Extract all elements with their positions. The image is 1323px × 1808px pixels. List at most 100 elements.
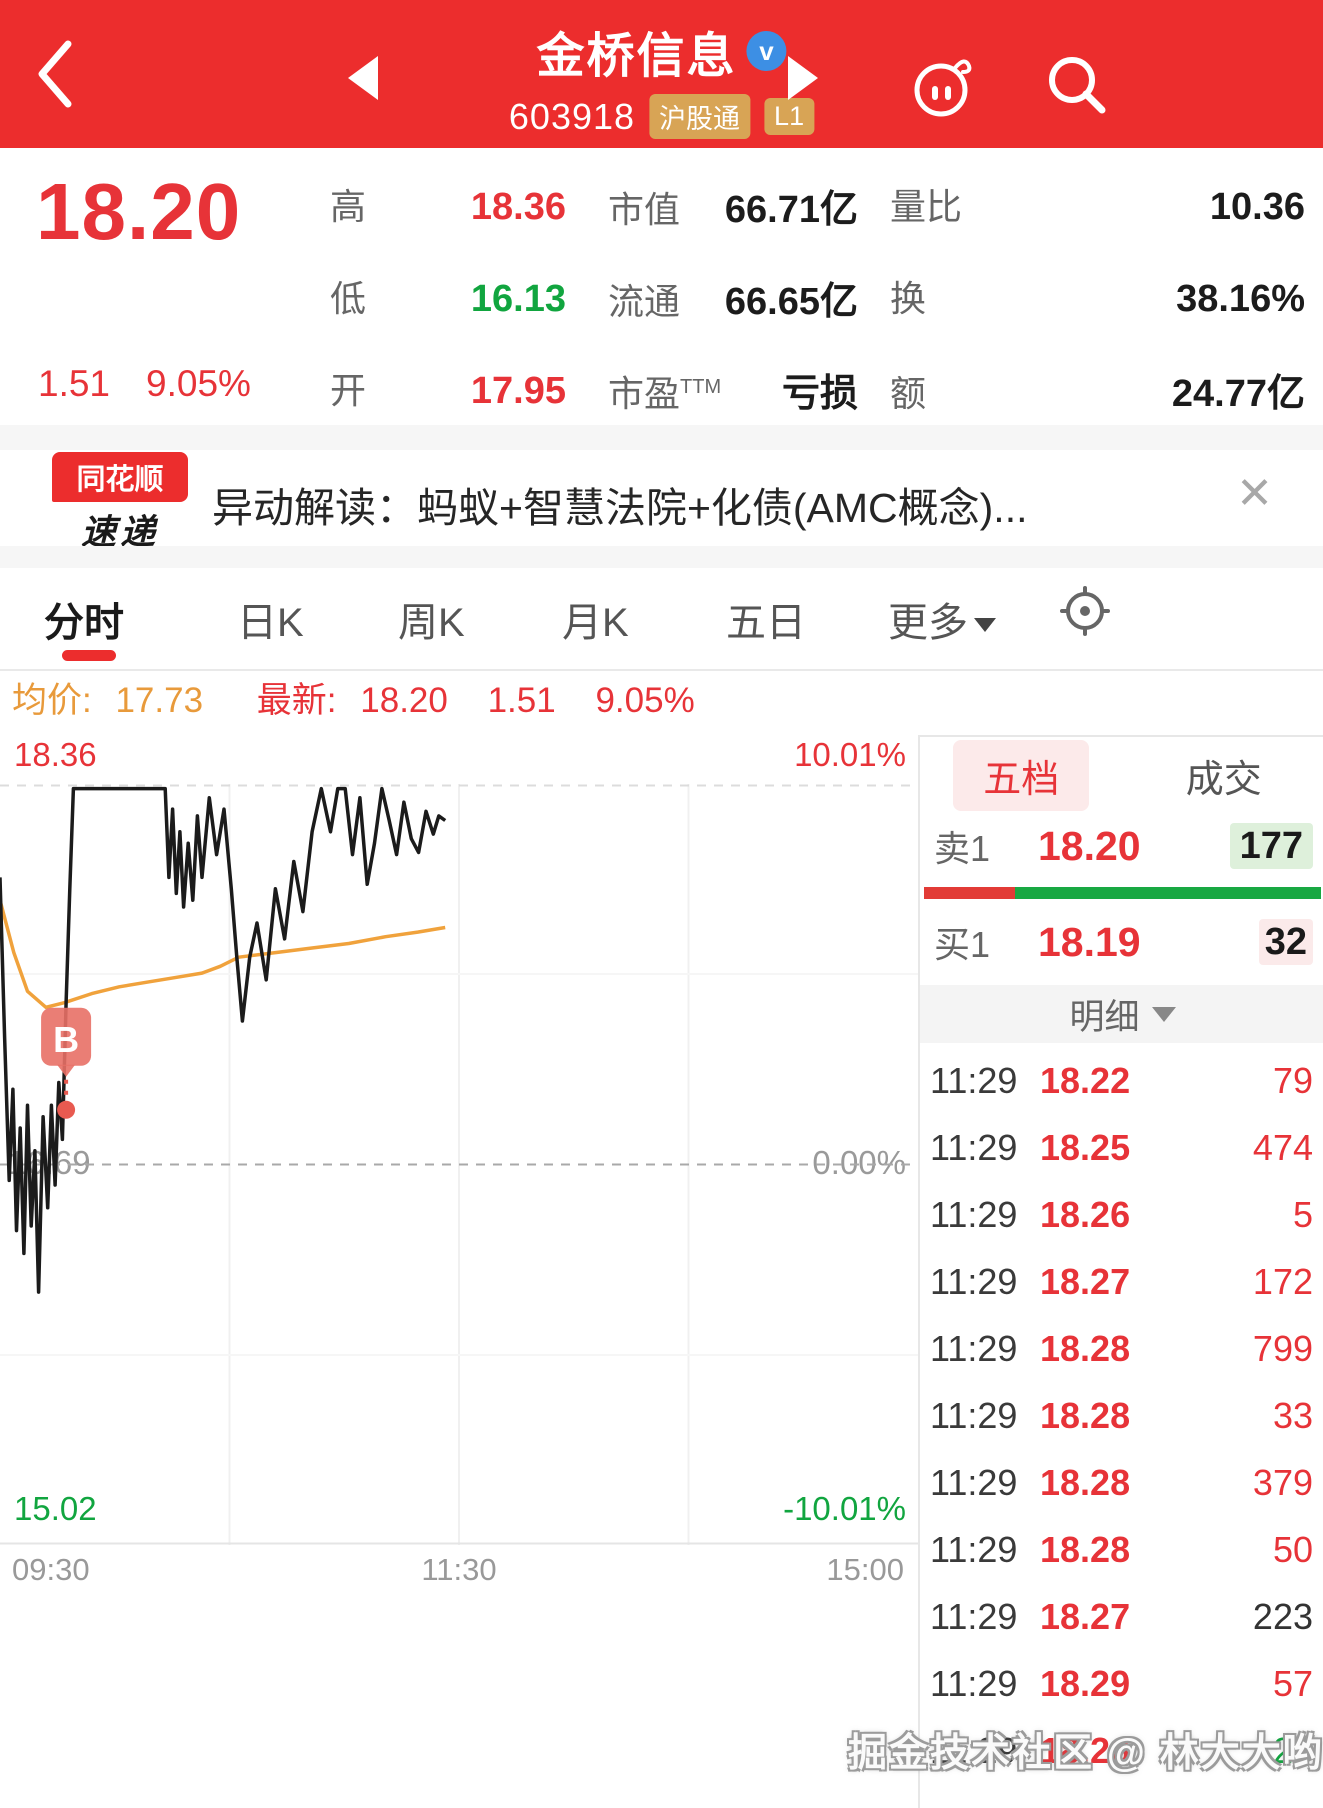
- tab-daily-k[interactable]: 日K: [237, 601, 304, 645]
- divider: [0, 669, 1323, 671]
- trade-detail-list: 11:29 18.22 79 11:29 18.25 474 11:29 18.26 5 11:2…: [920, 1047, 1323, 1784]
- stat-volume-ratio: 量比 10.36: [890, 186, 1305, 228]
- trade-volume: 25: [1272, 1729, 1313, 1771]
- trade-row[interactable]: 11:29 18.27 223: [920, 1583, 1323, 1650]
- trade-price: 18.25: [1040, 1126, 1131, 1168]
- trade-time: 11:29: [930, 1595, 1018, 1637]
- trade-row[interactable]: 11:29 18.28 799: [920, 1315, 1323, 1382]
- search-icon[interactable]: [1040, 48, 1112, 120]
- sell-volume: 177: [1229, 822, 1313, 869]
- minute-chart[interactable]: 18.36 10.01% 16.69 0.00% 15.02 -10.01%: [0, 726, 918, 1606]
- stat-open: 开 17.95: [330, 370, 566, 412]
- robot-assistant-icon[interactable]: [905, 48, 977, 120]
- avg-label: 均价:: [12, 681, 92, 720]
- limit-up-pct-label: 10.01%: [794, 736, 906, 773]
- trade-time: 11:29: [930, 1126, 1018, 1168]
- trade-row[interactable]: 11:29 18.28 50: [920, 1516, 1323, 1583]
- tab-weekly-k[interactable]: 周K: [398, 601, 465, 645]
- trade-time: 11:29: [930, 1461, 1018, 1503]
- trade-volume: 172: [1252, 1260, 1313, 1302]
- trade-price: 18.28: [1040, 1528, 1131, 1570]
- latest-change: 1.51: [487, 681, 556, 720]
- trade-price: 18.27: [1040, 1595, 1131, 1637]
- trade-time: 11:29: [930, 1193, 1018, 1235]
- buy-1-row[interactable]: 买1 18.19 32: [920, 909, 1323, 975]
- chevron-down-icon: [974, 618, 996, 633]
- back-icon[interactable]: [34, 38, 74, 110]
- trade-row[interactable]: 11:29 18.26 5: [920, 1181, 1323, 1248]
- trade-volume: 5: [1292, 1193, 1313, 1235]
- trade-row[interactable]: 11:29 18.28 33: [920, 1382, 1323, 1449]
- price-line: [0, 786, 447, 1294]
- buy-sell-ratio-bar: [924, 887, 1321, 899]
- tab-minute[interactable]: 分时: [44, 601, 124, 645]
- trade-price: 18.28: [1040, 1327, 1131, 1369]
- latest-value: 18.20: [360, 681, 448, 720]
- buy-volume: 32: [1258, 918, 1313, 965]
- news-banner[interactable]: 同花顺 速递 异动解读：蚂蚁+智慧法院+化债(AMC概念)... ✕: [0, 450, 1323, 552]
- market-badge: 沪股通: [649, 94, 751, 139]
- watermark: 掘金技术社区 @ 林大大哟: [848, 1732, 1323, 1775]
- latest-label: 最新:: [256, 681, 337, 720]
- app-header: 金桥信息 v 603918 沪股通 L1: [0, 0, 1323, 148]
- prev-stock-icon[interactable]: [348, 56, 378, 100]
- order-panel-tabs: 五档 成交: [920, 737, 1323, 813]
- tab-five-day[interactable]: 五日: [726, 601, 806, 645]
- change-amount: 1.51: [38, 363, 111, 404]
- active-tab-indicator: [62, 650, 116, 661]
- stat-high: 高 18.36: [330, 186, 566, 228]
- latest-change-pct: 9.05%: [595, 681, 695, 720]
- quote-panel: 18.20 1.51 9.05% 高 18.36 低 16.13 开 17.95…: [0, 148, 1323, 425]
- limit-up-price-label: 18.36: [14, 736, 97, 773]
- trade-volume: 223: [1252, 1595, 1313, 1637]
- chart-tab-bar: 分时 日K 周K 月K 五日 更多: [0, 568, 1323, 670]
- tab-monthly-k[interactable]: 月K: [562, 601, 629, 645]
- trade-volume: 379: [1252, 1461, 1313, 1503]
- stat-pe-ttm: 市盈TTM 亏损: [608, 373, 858, 415]
- trade-volume: 474: [1252, 1126, 1313, 1168]
- separator-band: [0, 425, 1323, 450]
- tab-five-levels[interactable]: 五档: [920, 739, 1123, 811]
- trade-volume: 57: [1272, 1662, 1313, 1704]
- trade-row[interactable]: 11:29 18.27 172: [920, 1248, 1323, 1315]
- trade-row[interactable]: 11:29 18.29 57: [920, 1650, 1323, 1717]
- change-percent: 9.05%: [146, 363, 251, 404]
- detail-dropdown[interactable]: 明细: [920, 985, 1323, 1043]
- trade-time: 11:29: [930, 1327, 1018, 1369]
- next-stock-icon[interactable]: [788, 56, 818, 100]
- verified-badge: v: [746, 31, 787, 71]
- limit-down-pct-label: -10.01%: [783, 1490, 906, 1527]
- time-axis: 09:30 11:30 15:00: [0, 1552, 918, 1596]
- sell-1-row[interactable]: 卖1 18.20 177: [920, 813, 1323, 879]
- trade-time: 11:29: [930, 1729, 1018, 1771]
- tab-more[interactable]: 更多: [888, 590, 996, 648]
- trade-row[interactable]: 11:29 18.28 379: [920, 1449, 1323, 1516]
- trade-price: 18.26: [1040, 1193, 1131, 1235]
- logo-express: 速递: [80, 513, 159, 552]
- average-price-line: [0, 899, 446, 1010]
- trade-volume: 33: [1272, 1394, 1313, 1436]
- header-title-block: 金桥信息 v 603918 沪股通 L1: [508, 16, 815, 139]
- chart-settings-icon[interactable]: [1058, 584, 1112, 638]
- minute-chart-canvas[interactable]: B: [0, 784, 918, 1545]
- news-headline[interactable]: 异动解读：蚂蚁+智慧法院+化债(AMC概念)...: [212, 485, 1028, 531]
- axis-time-mid: 11:30: [421, 1552, 497, 1587]
- svg-text:B: B: [53, 1019, 79, 1060]
- stock-name: 金桥信息: [536, 30, 737, 83]
- buy-marker: B: [41, 1007, 92, 1119]
- zero-pct-label: 0.00%: [812, 1144, 906, 1181]
- trade-row[interactable]: 11:29 18.25 474: [920, 1114, 1323, 1181]
- trade-price: 18.29: [1040, 1662, 1131, 1704]
- avg-value: 17.73: [115, 681, 204, 720]
- chart-info-line: 均价: 17.73 最新: 18.20 1.51 9.05%: [0, 672, 918, 726]
- trade-time: 11:29: [930, 1394, 1018, 1436]
- close-icon[interactable]: ✕: [1236, 469, 1273, 518]
- stat-turnover-rate: 换 38.16%: [890, 278, 1305, 320]
- trade-row[interactable]: 11:29 18.22 79: [920, 1047, 1323, 1114]
- trade-price: 18.22: [1040, 1059, 1131, 1101]
- stock-code: 603918: [508, 95, 636, 137]
- tab-transactions[interactable]: 成交: [1185, 758, 1262, 801]
- dropdown-triangle-icon: [1151, 1006, 1176, 1022]
- trade-row[interactable]: 11:29 18.26 25: [920, 1717, 1323, 1784]
